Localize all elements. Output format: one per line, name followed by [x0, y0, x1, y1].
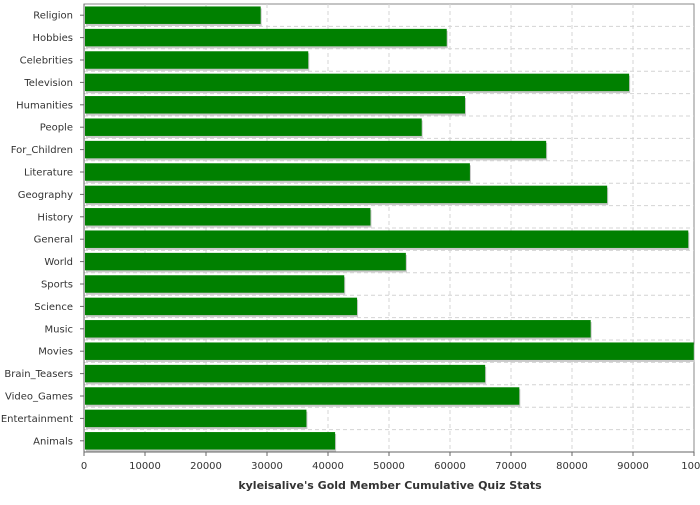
- x-tick-label: 1000: [681, 461, 700, 472]
- bar: [85, 28, 447, 47]
- y-tick-label: People: [40, 123, 73, 134]
- x-tick-label: 20000: [190, 461, 222, 472]
- x-tick-label: 90000: [617, 461, 649, 472]
- bar: [85, 432, 336, 450]
- y-tick-label: Geography: [18, 190, 73, 201]
- x-tick-label: 40000: [312, 461, 344, 472]
- y-tick-label: Brain_Teasers: [4, 369, 73, 380]
- x-axis-title: kyleisalive's Gold Member Cumulative Qui…: [238, 479, 542, 492]
- bar: [85, 51, 309, 69]
- bar: [85, 364, 486, 383]
- bar: [85, 297, 358, 316]
- x-tick-label: 80000: [556, 461, 588, 472]
- grid-lines: [84, 4, 694, 452]
- y-tick-label: Celebrities: [20, 56, 73, 67]
- y-tick-label: Humanities: [16, 100, 73, 111]
- bar: [85, 163, 470, 181]
- x-axis-tick-labels: 0 10000 20000 30000 40000 50000 60000 70000 8000…: [81, 452, 700, 472]
- y-tick-label: Sports: [41, 280, 73, 291]
- y-tick-label: Music: [45, 324, 73, 335]
- x-tick-label: 30000: [251, 461, 283, 472]
- bar: [85, 140, 547, 159]
- x-tick-label: 50000: [373, 461, 405, 472]
- y-tick-label: Hobbies: [33, 33, 73, 44]
- bar: [85, 185, 608, 204]
- bar: [85, 230, 689, 248]
- y-tick-label: Television: [23, 78, 73, 89]
- bar: [85, 6, 261, 24]
- bar: [85, 409, 307, 428]
- bar: [85, 208, 371, 226]
- bar: [85, 387, 520, 405]
- y-tick-label: Movies: [38, 347, 73, 358]
- y-tick-label: Religion: [33, 11, 73, 22]
- y-tick-label: General: [34, 235, 73, 246]
- x-tick-label: 70000: [495, 461, 527, 472]
- bar: [85, 73, 630, 92]
- bar: [85, 96, 466, 114]
- x-tick-label: 10000: [129, 461, 161, 472]
- bar: [85, 118, 422, 136]
- bar: [85, 320, 591, 338]
- y-tick-label: For_Children: [11, 145, 73, 156]
- y-tick-label: Animals: [33, 436, 73, 447]
- y-tick-label: Science: [34, 302, 73, 313]
- y-tick-label: History: [37, 212, 73, 223]
- x-tick-label: 60000: [434, 461, 466, 472]
- y-axis-tick-labels: Religion Hobbies Celebrities Television Huma…: [1, 11, 84, 447]
- bar: [85, 342, 694, 360]
- y-tick-label: World: [44, 257, 73, 268]
- y-tick-label: Entertainment: [1, 414, 73, 425]
- bar: [85, 275, 345, 293]
- y-tick-label: Video_Games: [5, 392, 73, 403]
- y-tick-label: Literature: [24, 168, 73, 179]
- bars: [85, 6, 695, 452]
- bar: [85, 252, 406, 271]
- x-tick-label: 0: [81, 461, 87, 472]
